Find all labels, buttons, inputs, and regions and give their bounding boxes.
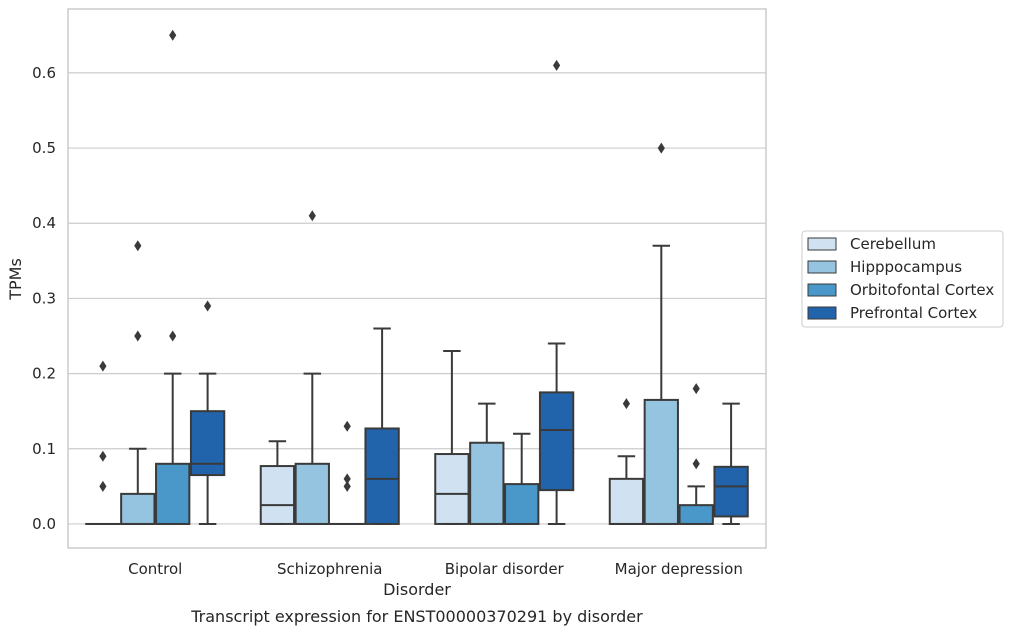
y-axis-title: TPMs [6, 258, 25, 301]
box-iqr [434, 453, 470, 525]
outlier-point-0 [343, 480, 351, 492]
box-iqr [294, 462, 330, 525]
outlier-point-0 [169, 330, 177, 342]
chart-caption: Transcript expression for ENST0000037029… [190, 607, 643, 626]
outlier-point-0 [134, 330, 142, 342]
outlier-point-1 [134, 240, 142, 252]
legend-label-0: Cerebellum [850, 235, 936, 253]
outlier-point-0 [204, 300, 212, 312]
box-3-1 [643, 142, 679, 525]
x-axis-ticks: Control Schizophrenia Bipolar disorder Majo… [128, 560, 743, 578]
box-3-3 [713, 402, 749, 525]
y-tick-label-6: 0.6 [32, 64, 56, 82]
box-0-0 [85, 360, 121, 525]
legend-label-2: Orbitofontal Cortex [850, 281, 994, 299]
plot-frame [67, 8, 767, 549]
box-2-1 [469, 402, 505, 525]
x-tick-label-0: Control [128, 560, 182, 578]
outlier-point-0 [553, 59, 561, 71]
box-1-2 [329, 420, 365, 525]
box-1-3 [364, 327, 400, 525]
outlier-point-1 [692, 383, 700, 395]
box-iqr [608, 477, 645, 525]
box-iqr [189, 410, 226, 477]
box-groups [85, 29, 749, 525]
legend-swatch-0 [807, 237, 837, 251]
box-3-0 [608, 398, 645, 525]
y-tick-label-2: 0.2 [32, 365, 56, 383]
box-3-2 [678, 383, 714, 525]
box-iqr [504, 483, 540, 525]
box-0-3 [189, 300, 226, 525]
box-1-0 [259, 440, 296, 525]
legend-label-3: Prefrontal Cortex [850, 304, 977, 322]
y-tick-label-1: 0.1 [32, 440, 56, 458]
legend: Cerebellum Hipppocampus Orbitofontal Corte… [801, 230, 1004, 328]
box-0-1 [120, 240, 156, 525]
box-iqr [364, 427, 400, 525]
box-iqr [538, 391, 575, 492]
x-axis-title: Disorder [383, 580, 451, 599]
y-tick-label-4: 0.4 [32, 214, 56, 232]
outlier-point-0 [657, 142, 665, 154]
box-iqr [643, 398, 679, 525]
legend-swatch-3 [807, 306, 837, 320]
outlier-point-1 [343, 473, 351, 485]
legend-swatch-1 [807, 260, 837, 274]
box-iqr [120, 492, 156, 525]
box-iqr [713, 465, 749, 518]
box-1-1 [294, 210, 330, 525]
gridlines [68, 72, 766, 525]
box-iqr [155, 462, 191, 525]
x-tick-label-3: Major depression [615, 560, 743, 578]
box-iqr [469, 441, 505, 525]
outlier-point-0 [692, 458, 700, 470]
box-2-0 [434, 350, 470, 525]
outlier-point-0 [622, 398, 630, 410]
box-0-2 [155, 29, 191, 525]
box-2-3 [538, 59, 575, 525]
box-iqr [678, 504, 714, 525]
outlier-point-0 [99, 480, 107, 492]
outlier-point-2 [343, 420, 351, 432]
y-tick-label-5: 0.5 [32, 139, 56, 157]
y-axis-ticks: 0.0 0.1 0.2 0.3 0.4 0.5 0.6 [32, 64, 56, 533]
legend-label-1: Hipppocampus [850, 258, 962, 276]
outlier-point-1 [99, 450, 107, 462]
box-iqr [259, 465, 296, 525]
outlier-point-0 [308, 210, 316, 222]
outlier-point-1 [169, 29, 177, 41]
legend-frame [801, 230, 1004, 328]
y-tick-label-0: 0.0 [32, 515, 56, 533]
box-2-2 [504, 432, 540, 525]
y-tick-label-3: 0.3 [32, 289, 56, 307]
outlier-point-2 [99, 360, 107, 372]
x-tick-label-1: Schizophrenia [277, 560, 382, 578]
x-tick-label-2: Bipolar disorder [445, 560, 565, 578]
legend-swatch-2 [807, 283, 837, 297]
